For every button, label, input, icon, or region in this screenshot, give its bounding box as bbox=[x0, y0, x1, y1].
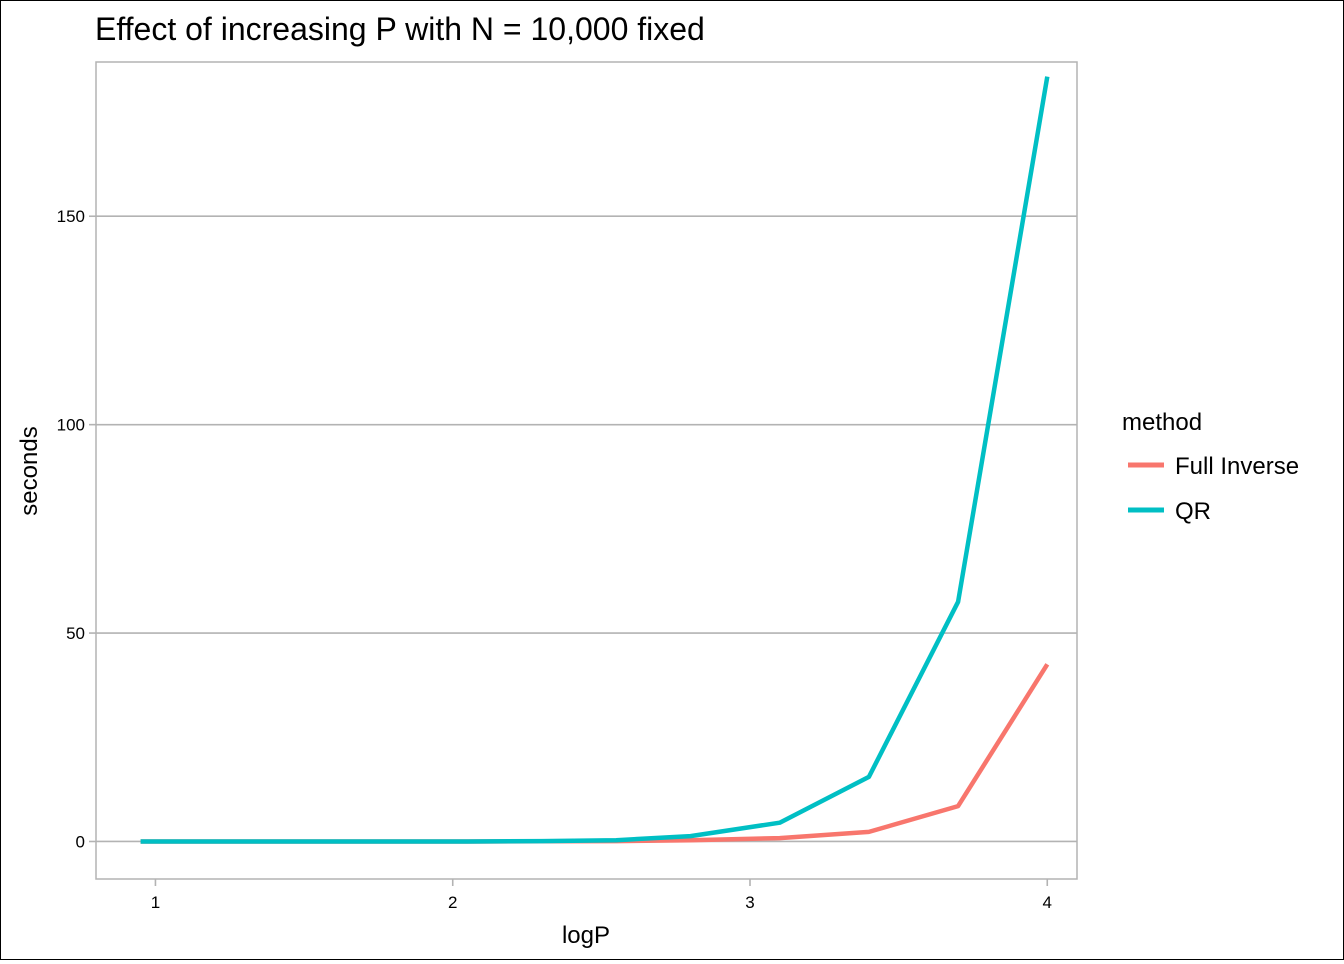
y-axis-title: seconds bbox=[16, 426, 43, 515]
x-tick-label: 4 bbox=[1043, 893, 1052, 912]
y-tick-label: 50 bbox=[66, 624, 85, 643]
y-tick-label: 0 bbox=[76, 832, 85, 851]
x-tick-label: 2 bbox=[448, 893, 457, 912]
y-tick-label: 150 bbox=[57, 207, 85, 226]
y-tick-label: 100 bbox=[57, 416, 85, 435]
x-tick-label: 3 bbox=[745, 893, 754, 912]
legend-label-full-inverse: Full Inverse bbox=[1175, 453, 1299, 480]
legend-label-qr: QR bbox=[1175, 498, 1211, 525]
x-axis-ticks: 1 2 3 4 bbox=[151, 879, 1052, 912]
series-line-qr bbox=[140, 76, 1050, 844]
chart-title: Effect of increasing P with N = 10,000 f… bbox=[95, 11, 705, 47]
x-tick-label: 1 bbox=[151, 893, 160, 912]
plot-panel bbox=[95, 61, 1078, 880]
legend-title: method bbox=[1122, 409, 1202, 436]
y-axis-ticks: 0 50 100 150 bbox=[57, 207, 96, 851]
series-lines bbox=[140, 76, 1050, 844]
x-axis-title: logP bbox=[562, 922, 610, 949]
legend: method Full Inverse QR bbox=[1122, 409, 1299, 525]
